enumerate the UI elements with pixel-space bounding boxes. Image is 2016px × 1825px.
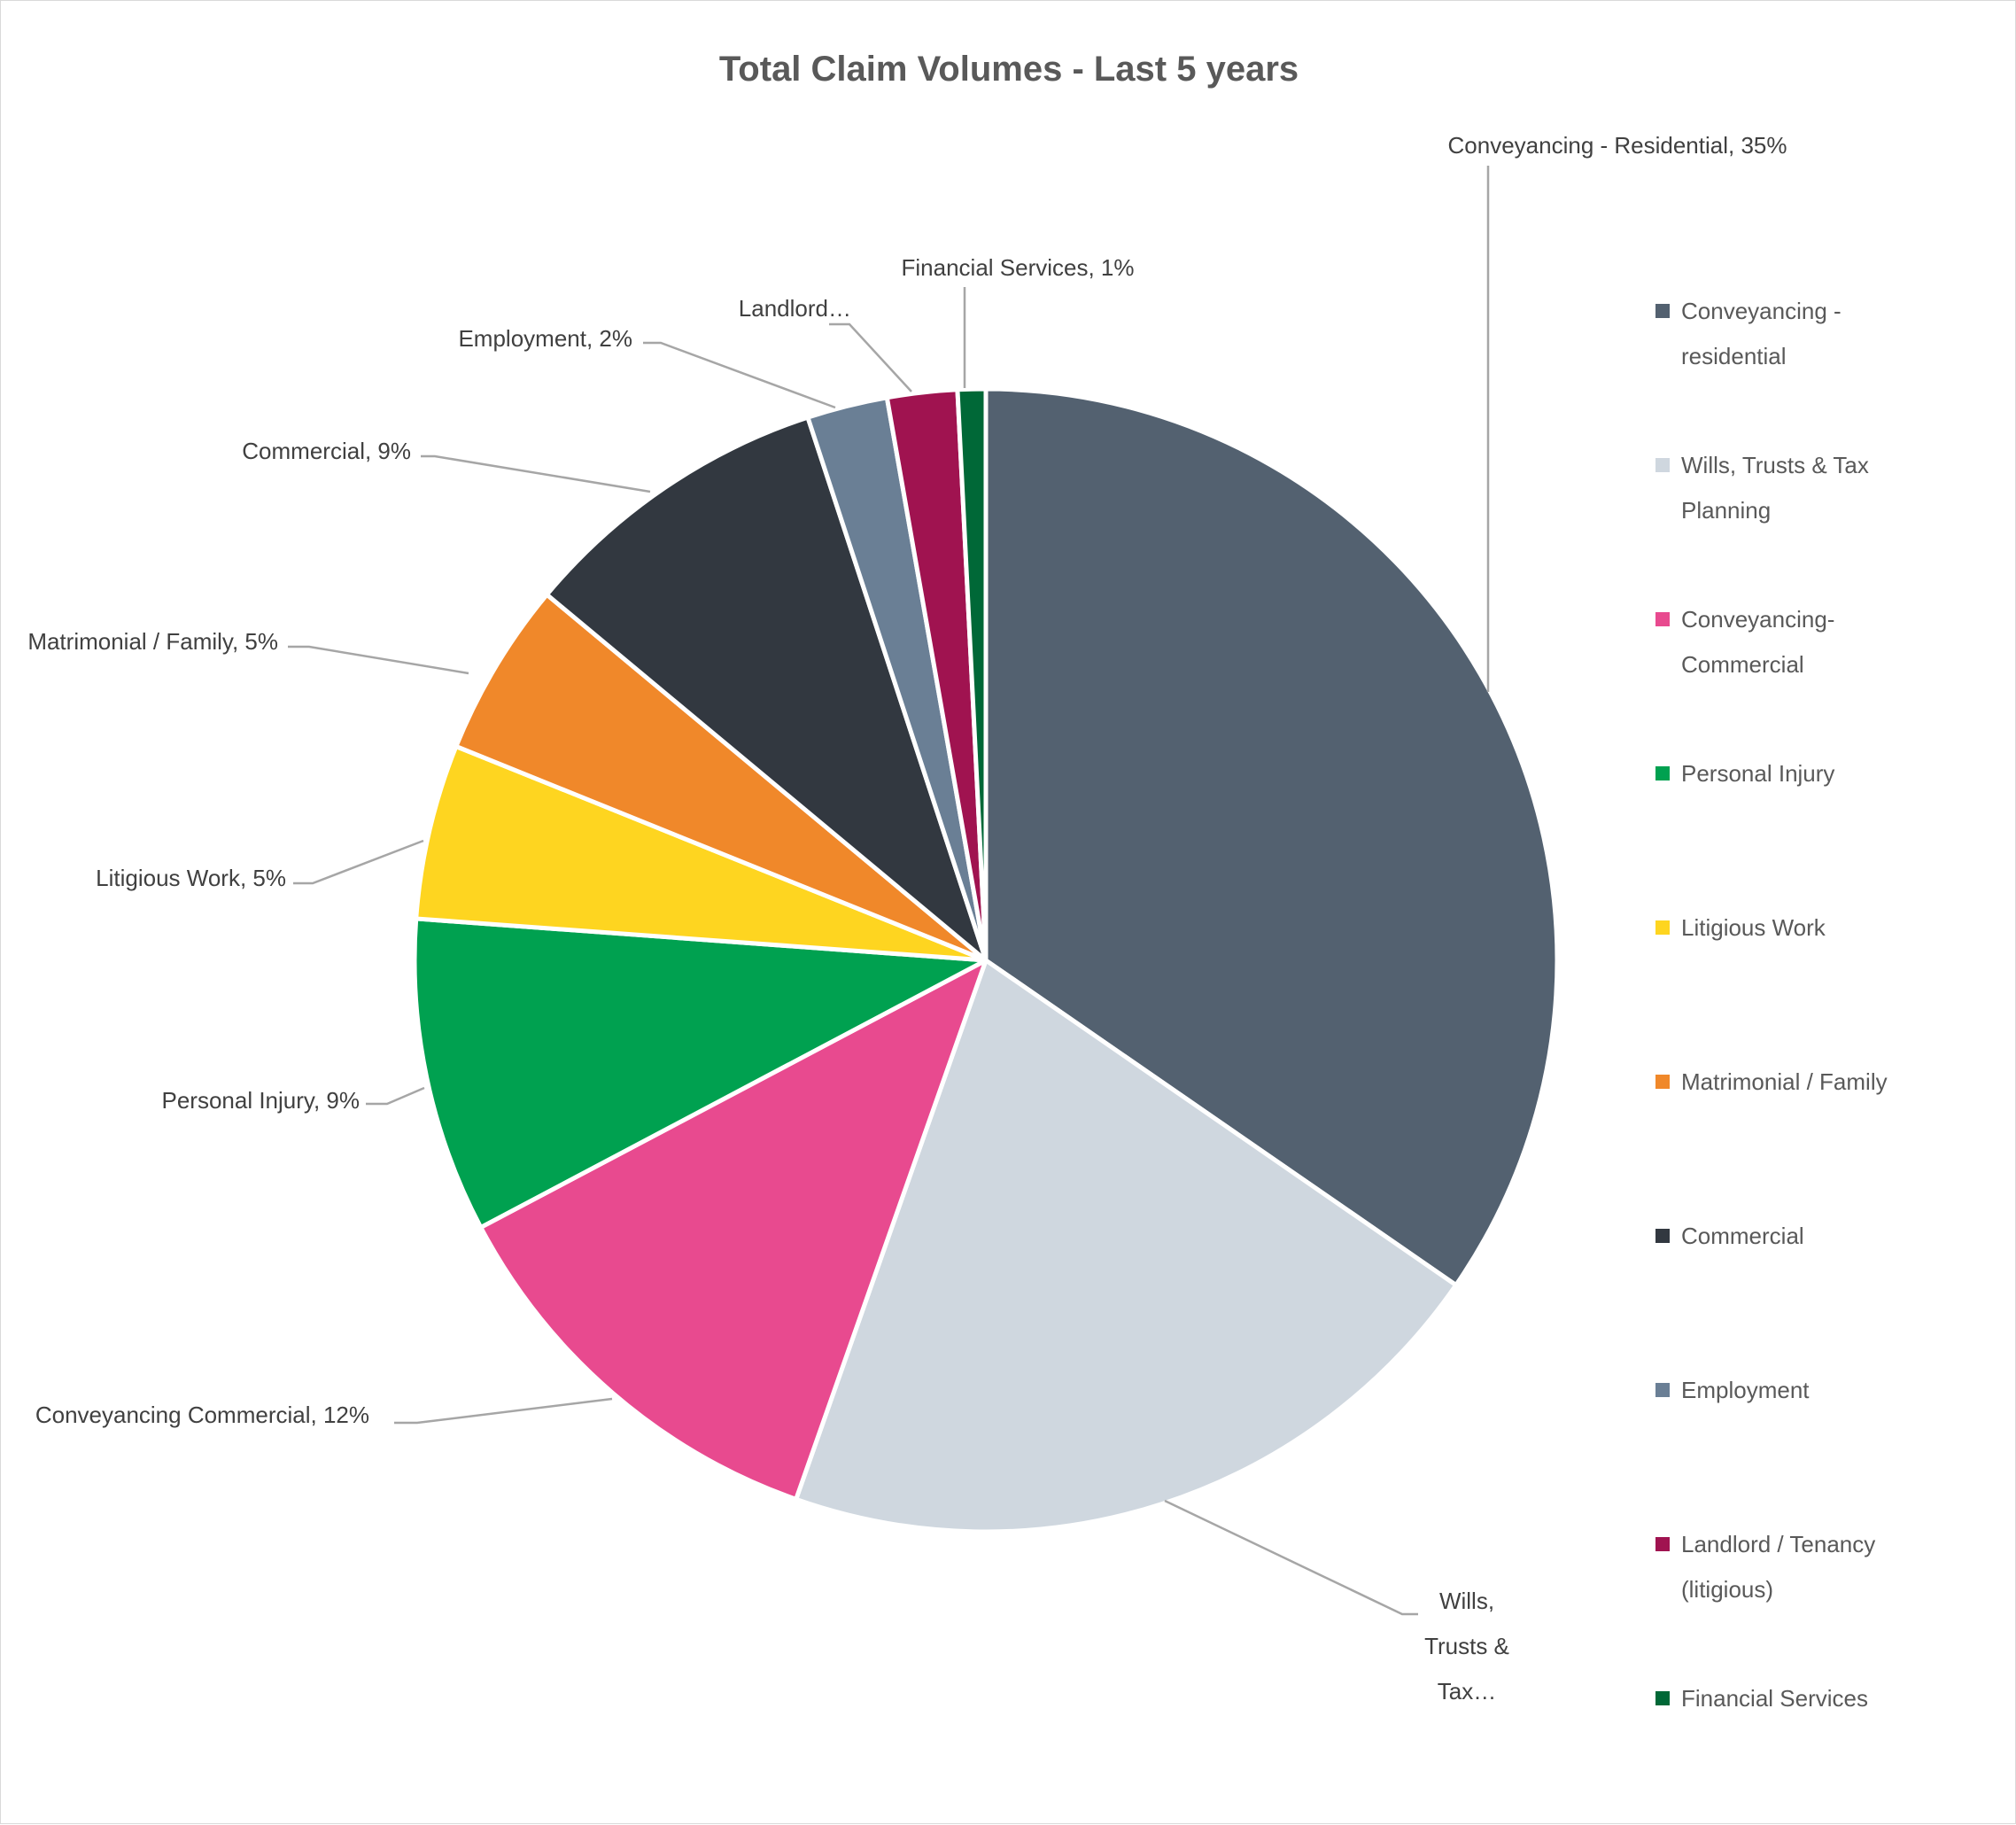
legend-item-employment: Employment (1655, 1377, 1810, 1403)
pie-slice-matrimonial-family (454, 592, 989, 963)
legend-item-wills-trusts-tax-planning: Wills, Trusts & Tax Planning (1655, 452, 1869, 524)
legend-swatch (1655, 920, 1670, 935)
data-label-line: Commercial, 9% (242, 438, 411, 464)
data-label-litigious-work: Litigious Work, 5% (96, 865, 286, 891)
legend-label: Conveyancing- Commercial (1681, 606, 1834, 678)
legend-swatch (1655, 1691, 1670, 1705)
legend-swatch (1655, 1075, 1670, 1089)
legend-label-line: Planning (1681, 497, 1771, 524)
data-label-conveyancing-residential: Conveyancing - Residential, 35% (1448, 132, 1787, 159)
legend-label-line: Conveyancing - (1681, 298, 1842, 324)
legend-item-financial-services: Financial Services (1655, 1685, 1868, 1712)
data-label-line: Matrimonial / Family, 5% (27, 628, 278, 655)
legend-label: Employment (1681, 1377, 1810, 1403)
data-label-personal-injury: Personal Injury, 9% (161, 1087, 360, 1114)
legend-swatch (1655, 612, 1670, 626)
legend-item-litigious-work: Litigious Work (1655, 914, 1826, 941)
legend-label-line: Employment (1681, 1377, 1810, 1403)
legend-label-line: Wills, Trusts & Tax (1681, 452, 1869, 478)
legend-item-commercial: Commercial (1655, 1223, 1804, 1249)
legend-label-line: Commercial (1681, 651, 1804, 678)
data-label-landlord-tenancy-litigious: Landlord… (739, 295, 851, 322)
leader-line-litigious-work (293, 839, 424, 885)
legend-swatch (1655, 1383, 1670, 1397)
pie-slice-litigious-work (414, 744, 989, 963)
data-label-line: Litigious Work, 5% (96, 865, 286, 891)
legend-label: Wills, Trusts & Tax Planning (1681, 452, 1869, 524)
data-label-commercial: Commercial, 9% (242, 438, 411, 464)
leader-line-employment (643, 341, 836, 409)
legend-label-line: Landlord / Tenancy (1681, 1531, 1875, 1557)
data-label-line: Trusts & (1424, 1633, 1509, 1659)
legend-item-landlord-tenancy-litigious: Landlord / Tenancy (litigious) (1655, 1531, 1875, 1603)
legend-label: Landlord / Tenancy (litigious) (1681, 1531, 1875, 1603)
legend: Conveyancing - residential Wills, Trusts &… (1655, 298, 1888, 1712)
legend-label-line: Matrimonial / Family (1681, 1068, 1888, 1095)
data-label-line: Tax… (1438, 1678, 1496, 1705)
legend-label-line: Conveyancing- (1681, 606, 1834, 633)
legend-label: Financial Services (1681, 1685, 1868, 1712)
pie-slice-conveyancing-commercial (478, 958, 989, 1502)
data-label-line: Conveyancing - Residential, 35% (1448, 132, 1787, 159)
leader-line-commercial (421, 454, 651, 493)
data-label-employment: Employment, 2% (458, 325, 632, 352)
legend-item-matrimonial-family: Matrimonial / Family (1655, 1068, 1888, 1095)
legend-swatch (1655, 458, 1670, 472)
leader-line-conveyancing-commercial (394, 1397, 613, 1425)
pie-slice-commercial (544, 415, 989, 963)
leader-line-wills-trusts-tax-planning (1164, 1499, 1418, 1616)
data-label-conveyancing-commercial: Conveyancing Commercial, 12% (35, 1402, 369, 1428)
legend-label: Litigious Work (1681, 914, 1826, 941)
data-label-line: Landlord… (739, 295, 851, 322)
leader-line-landlord-tenancy-litigious (829, 322, 912, 392)
data-label-line: Wills, (1439, 1588, 1494, 1614)
legend-label: Commercial (1681, 1223, 1804, 1249)
legend-label-line: (litigious) (1681, 1576, 1773, 1603)
data-label-wills-trusts-tax-planning: Wills, Trusts & Tax… (1424, 1588, 1509, 1705)
legend-item-personal-injury: Personal Injury (1655, 760, 1834, 787)
legend-swatch (1655, 1537, 1670, 1551)
legend-label: Personal Injury (1681, 760, 1834, 787)
leader-line-matrimonial-family (288, 645, 469, 675)
data-label-matrimonial-family: Matrimonial / Family, 5% (27, 628, 278, 655)
leader-lines (288, 166, 1490, 1616)
chart-title: Total Claim Volumes - Last 5 years (719, 50, 1299, 89)
data-label-line: Conveyancing Commercial, 12% (35, 1402, 369, 1428)
legend-label-line: Commercial (1681, 1223, 1804, 1249)
legend-swatch (1655, 766, 1670, 780)
legend-label-line: Financial Services (1681, 1685, 1868, 1712)
legend-swatch (1655, 1229, 1670, 1243)
legend-item-conveyancing-residential: Conveyancing - residential (1655, 298, 1842, 369)
pie-slices (412, 386, 1560, 1534)
pie-slice-personal-injury (412, 916, 989, 1230)
data-label-line: Financial Services, 1% (902, 254, 1135, 281)
data-label-financial-services: Financial Services, 1% (902, 254, 1135, 281)
data-labels: Conveyancing - Residential, 35% Wills, Tru… (27, 132, 1787, 1705)
data-label-line: Employment, 2% (458, 325, 632, 352)
pie-slice-financial-services (955, 386, 989, 963)
legend-swatch (1655, 304, 1670, 318)
legend-label: Matrimonial / Family (1681, 1068, 1888, 1095)
legend-label: Conveyancing - residential (1681, 298, 1842, 369)
leader-line-personal-injury (366, 1086, 425, 1106)
pie-slice-wills-trusts-tax-planning (794, 958, 1459, 1534)
data-label-line: Personal Injury, 9% (161, 1087, 360, 1114)
legend-item-conveyancing-commercial: Conveyancing- Commercial (1655, 606, 1834, 678)
pie-slice-conveyancing-residential (983, 386, 1560, 1288)
legend-label-line: residential (1681, 343, 1787, 369)
legend-label-line: Personal Injury (1681, 760, 1834, 787)
legend-label-line: Litigious Work (1681, 914, 1826, 941)
